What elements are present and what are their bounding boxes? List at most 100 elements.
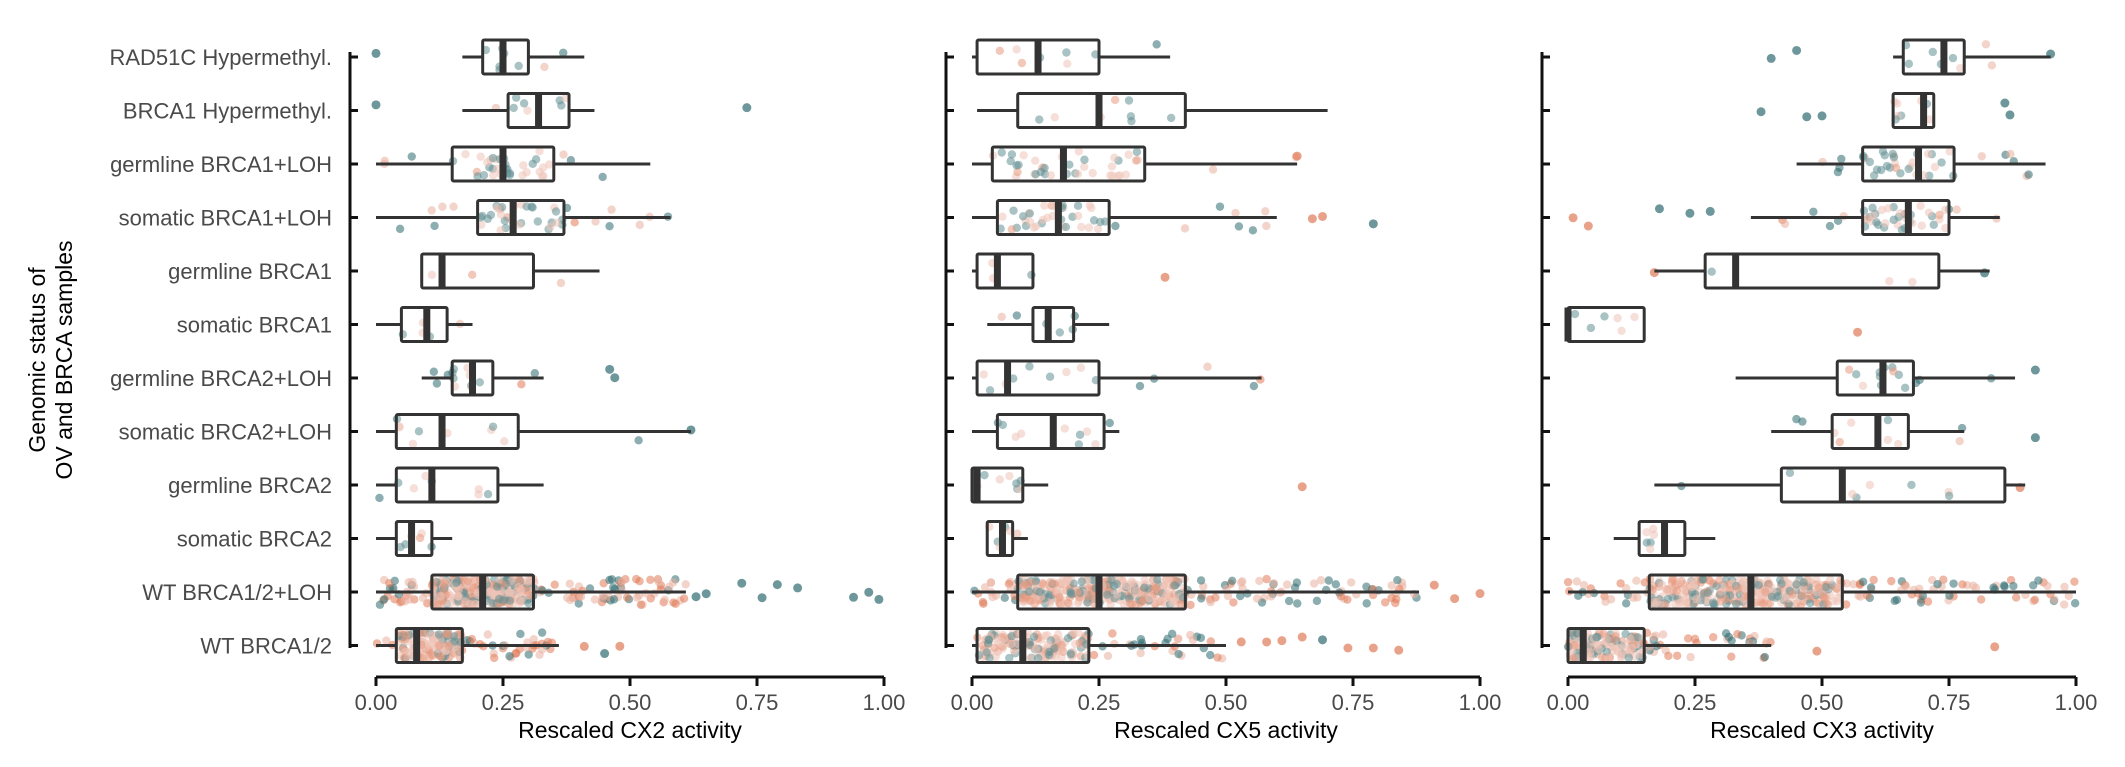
data-point — [552, 218, 561, 228]
data-point — [522, 202, 531, 211]
outlier-point — [849, 592, 859, 602]
data-point — [425, 640, 434, 649]
data-point — [427, 270, 437, 280]
box-2 — [462, 92, 595, 129]
data-point — [467, 270, 477, 280]
data-point — [2011, 593, 2021, 602]
data-point — [1649, 632, 1658, 642]
data-point — [1074, 440, 1084, 449]
data-point — [1234, 222, 1244, 231]
data-point — [1073, 588, 1082, 597]
data-point — [1252, 594, 1262, 603]
data-point — [1040, 201, 1049, 210]
data-point — [477, 220, 486, 230]
box-iqr — [420, 252, 535, 290]
data-point — [509, 103, 518, 113]
data-point — [430, 221, 439, 231]
outlier-point — [1756, 107, 1766, 117]
data-point — [1570, 309, 1580, 319]
data-point — [1929, 220, 1938, 229]
data-point — [1925, 115, 1934, 124]
data-point — [1107, 162, 1117, 171]
data-point — [400, 635, 410, 644]
data-point — [434, 630, 444, 639]
data-point — [1935, 210, 1944, 220]
data-point — [1952, 205, 1961, 214]
boxes — [1564, 38, 2076, 664]
data-point — [432, 379, 442, 388]
x-tick-label: 0.50 — [609, 690, 652, 715]
data-point — [1600, 312, 1609, 321]
box-iqr — [394, 466, 500, 504]
box-8 — [376, 413, 691, 450]
data-point — [1197, 594, 1206, 603]
data-point — [681, 580, 690, 589]
outlier-point — [1262, 637, 1272, 647]
data-point — [1255, 576, 1264, 586]
data-point — [1140, 583, 1149, 592]
data-point — [1045, 372, 1055, 381]
data-point — [1881, 219, 1890, 228]
data-point — [1727, 652, 1736, 661]
data-point — [1733, 630, 1742, 639]
data-point — [654, 577, 663, 587]
data-point — [1900, 383, 1910, 393]
data-point — [500, 437, 509, 446]
data-point — [646, 575, 655, 585]
data-point — [494, 594, 504, 604]
data-point — [1007, 150, 1017, 159]
data-point — [395, 224, 405, 234]
data-point — [1955, 63, 1965, 73]
data-point — [997, 148, 1006, 157]
data-point — [1105, 418, 1114, 428]
data-point — [530, 369, 540, 378]
outlier-point — [1817, 111, 1827, 121]
data-point — [1007, 639, 1016, 649]
data-point — [565, 579, 574, 589]
data-point — [473, 172, 482, 181]
data-point — [1055, 328, 1065, 337]
data-point — [519, 161, 528, 170]
data-point — [414, 427, 424, 436]
data-point — [1897, 225, 1907, 235]
outlier-point — [691, 592, 701, 602]
data-point — [475, 378, 484, 387]
data-point — [636, 600, 646, 609]
data-point — [405, 595, 415, 604]
data-point — [514, 220, 524, 229]
outlier-point — [1654, 204, 1664, 214]
data-point — [995, 46, 1005, 55]
data-point — [1103, 651, 1113, 661]
y-tick-label: WT BRCA1/2+LOH — [142, 580, 332, 605]
data-point — [519, 99, 529, 108]
data-point — [1025, 362, 1034, 371]
data-point — [679, 594, 689, 603]
data-point — [550, 580, 559, 589]
data-point — [1102, 590, 1112, 599]
data-point — [384, 578, 394, 588]
data-point — [493, 582, 502, 591]
data-point — [1883, 204, 1893, 213]
data-point — [375, 493, 384, 503]
y-tick-label: germline BRCA1+LOH — [110, 152, 332, 177]
data-point — [1223, 591, 1233, 601]
data-point — [505, 596, 515, 605]
y-tick-label: somatic BRCA1+LOH — [119, 206, 332, 231]
data-point — [1031, 222, 1041, 231]
data-point — [1162, 589, 1172, 598]
data-point — [1613, 313, 1622, 323]
data-point — [1269, 579, 1279, 588]
data-point — [1336, 592, 1346, 601]
data-point — [427, 206, 436, 215]
data-point — [1045, 647, 1054, 656]
data-point — [523, 577, 532, 587]
data-point — [1082, 427, 1092, 436]
data-point — [515, 575, 524, 585]
data-point — [1664, 651, 1673, 661]
data-point — [556, 278, 566, 288]
data-point — [978, 597, 988, 607]
data-point — [1890, 596, 1899, 606]
outlier-point — [1429, 580, 1439, 590]
data-point — [452, 578, 461, 588]
data-point — [1868, 203, 1877, 213]
